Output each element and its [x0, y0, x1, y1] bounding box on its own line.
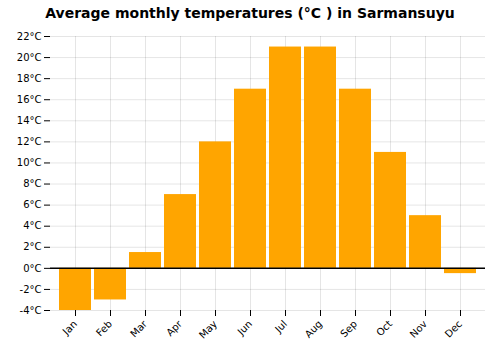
svg-text:-2°C: -2°C: [20, 284, 42, 295]
svg-text:May: May: [197, 318, 219, 340]
svg-text:Feb: Feb: [94, 318, 114, 338]
svg-text:14°C: 14°C: [17, 115, 42, 126]
svg-text:Dec: Dec: [443, 318, 464, 339]
svg-text:Mar: Mar: [128, 318, 150, 340]
html-text:Average monthly temperatures (: Average monthly temperatures (°C ) in Sa…: [45, 5, 455, 21]
svg-text:4°C: 4°C: [23, 220, 41, 231]
svg-text:Jun: Jun: [235, 318, 255, 338]
svg-text:Jul: Jul: [272, 318, 289, 335]
svg-text:2°C: 2°C: [23, 241, 41, 252]
svg-text:18°C: 18°C: [17, 73, 42, 84]
svg-text:Nov: Nov: [408, 318, 430, 340]
svg-text:22°C: 22°C: [17, 31, 42, 42]
svg-text:Aug: Aug: [303, 318, 325, 340]
svg-text:Apr: Apr: [164, 318, 185, 339]
svg-text:6°C: 6°C: [23, 199, 41, 210]
svg-text:8°C: 8°C: [23, 178, 41, 189]
svg-text:-4°C: -4°C: [20, 305, 42, 316]
svg-text:12°C: 12°C: [17, 136, 42, 147]
svg-text:10°C: 10°C: [17, 157, 42, 168]
svg-text:16°C: 16°C: [17, 94, 42, 105]
svg-text:0°C: 0°C: [23, 263, 41, 274]
svg-text:20°C: 20°C: [17, 52, 42, 63]
svg-text:Sep: Sep: [338, 318, 359, 339]
svg-text:Oct: Oct: [374, 318, 394, 338]
svg-text:Jan: Jan: [60, 318, 79, 337]
